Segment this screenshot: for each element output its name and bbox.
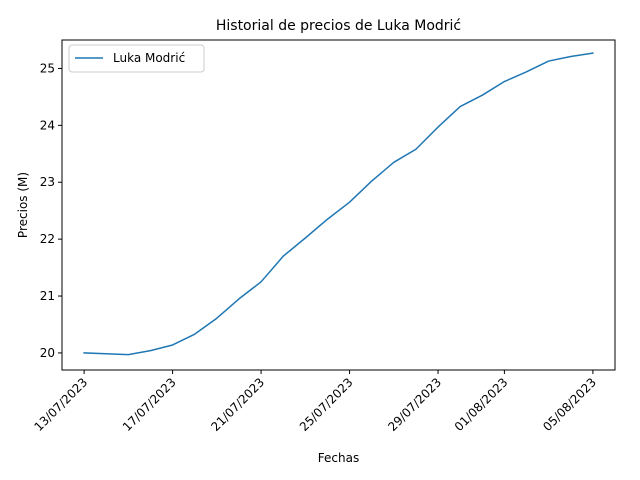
chart-title: Historial de precios de Luka Modrić: [216, 18, 461, 34]
y-axis-ticks: 20 21 22 23 24 25: [40, 61, 62, 360]
y-tick-label: 25: [40, 61, 55, 75]
x-axis-label: Fechas: [318, 451, 359, 465]
axes-frame: [61, 39, 616, 371]
y-tick-label: 22: [40, 232, 55, 246]
y-tick-label: 21: [40, 289, 55, 303]
legend-box: [68, 44, 205, 73]
legend-label-luka-modric: Luka Modrić: [113, 51, 185, 65]
legend: Luka Modrić: [68, 44, 205, 73]
y-axis-label: Precios (M): [16, 172, 30, 238]
y-tick-label: 24: [40, 118, 55, 132]
series-layer: [83, 52, 594, 356]
y-tick-label: 20: [40, 346, 55, 360]
y-tick-label: 23: [40, 175, 55, 189]
